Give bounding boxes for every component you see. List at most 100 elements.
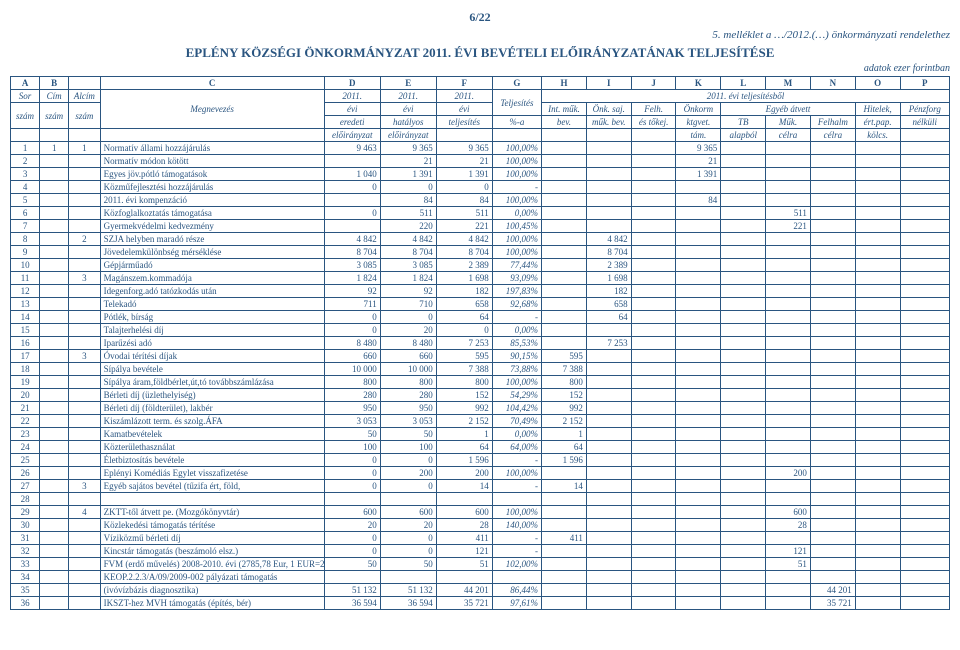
table-row: 30Közlekedési támogatás térítése20202814…: [11, 519, 950, 532]
hdr-g1: Teljesítés: [492, 90, 541, 116]
hdr-e2: évi: [380, 103, 436, 116]
hdr-m2: célra: [766, 129, 811, 142]
table-row: 19Sípálya áram,földbérlet,út,tó továbbsz…: [11, 376, 950, 389]
col-letter: H: [542, 77, 587, 90]
hdr-n2: célra: [810, 129, 855, 142]
table-row: 52011. évi kompenzáció8484100,00%84: [11, 194, 950, 207]
col-letter: O: [855, 77, 900, 90]
column-letter-row: A B C D E F G H I J K L M N O P: [11, 77, 950, 90]
hdr-k3: tám.: [676, 129, 721, 142]
header-row-1: Sor Cím Alcím Megnevezés 2011. 2011. 201…: [11, 90, 950, 103]
budget-table: A B C D E F G H I J K L M N O P Sor Cím …: [10, 76, 950, 610]
hdr-h1: Int. műk.: [542, 103, 587, 116]
hdr-d2: évi: [324, 103, 380, 116]
table-row: 32Kincstár támogatás (beszámoló elsz.)00…: [11, 545, 950, 558]
col-letter: E: [380, 77, 436, 90]
hdr-l2: alapból: [721, 129, 766, 142]
hdr-p1: Pénzforg: [900, 103, 949, 116]
hdr-p2: nélküli: [900, 116, 949, 129]
table-row: 4Közműfejlesztési hozzájárulás000-: [11, 181, 950, 194]
hdr-e3: hatályos: [380, 116, 436, 129]
hdr-alcim: Alcím: [69, 90, 100, 103]
hdr-szam: szám: [11, 103, 40, 129]
table-row: 33FVM (erdő művelés) 2008-2010. évi (278…: [11, 558, 950, 571]
hdr-o2: ért.pap.: [855, 116, 900, 129]
col-letter: B: [40, 77, 69, 90]
table-body: 111Normatív állami hozzájárulás9 4639 36…: [11, 142, 950, 610]
table-row: 9Jövedelemkülönbség mérséklése8 7048 704…: [11, 246, 950, 259]
table-row: 173Óvodai térítési díjak66066059590,15%5…: [11, 350, 950, 363]
col-letter: D: [324, 77, 380, 90]
table-row: 21Bérleti díj (földterület), lakbér95095…: [11, 402, 950, 415]
hdr-i1: Önk. saj.: [586, 103, 631, 116]
table-row: 20Bérleti díj (üzlethelyiség)28028015254…: [11, 389, 950, 402]
table-row: 14Pótlék, bírság0064-64: [11, 311, 950, 324]
col-letter: G: [492, 77, 541, 90]
hdr-szam: szám: [69, 103, 100, 129]
col-letter: F: [436, 77, 492, 90]
hdr-sor: Sor: [11, 90, 40, 103]
hdr-egyeb: Egyéb átvett: [721, 103, 855, 116]
table-row: 16Iparűzési adó8 4808 4807 25385,53%7 25…: [11, 337, 950, 350]
table-row: 24Közterülethasználat1001006464,00%64: [11, 441, 950, 454]
table-row: 6Közfoglalkoztatás támogatása05115110,00…: [11, 207, 950, 220]
table-row: 273Egyéb sajátos bevétel (tűzifa ért, fö…: [11, 480, 950, 493]
col-letter: P: [900, 77, 949, 90]
hdr-d1: 2011.: [324, 90, 380, 103]
table-row: 28: [11, 493, 950, 506]
table-row: 3Egyes jöv.pótló támogatások1 0401 3911 …: [11, 168, 950, 181]
hdr-d4: előirányzat: [324, 129, 380, 142]
table-row: 15Talajterhelési díj02000,00%: [11, 324, 950, 337]
table-row: 18Sípálya bevétele10 00010 0007 38873,88…: [11, 363, 950, 376]
hdr-n1: Felhalm: [810, 116, 855, 129]
col-letter: I: [586, 77, 631, 90]
table-row: 23Kamatbevételek505010,00%1: [11, 428, 950, 441]
hdr-d3: eredeti: [324, 116, 380, 129]
table-row: 31Víziközmű bérleti díj00411-411: [11, 532, 950, 545]
hdr-m1: Műk.: [766, 116, 811, 129]
table-row: 25Életbiztosítás bevétele001 596-1 596: [11, 454, 950, 467]
hdr-e1: 2011.: [380, 90, 436, 103]
table-row: 7Gyermekvédelmi kedvezmény220221100,45%2…: [11, 220, 950, 233]
table-row: 22Kiszámlázott term. és szolg.ÁFA3 0533 …: [11, 415, 950, 428]
col-letter: C: [100, 77, 324, 90]
table-row: 26Eplényi Komédiás Egylet visszafizetése…: [11, 467, 950, 480]
hdr-k2: ktgvet.: [676, 116, 721, 129]
hdr-i2: műk. bev.: [586, 116, 631, 129]
table-row: 12Idegenforg.adó tatózkodás után92921821…: [11, 285, 950, 298]
hdr-j2: és tőkej.: [631, 116, 676, 129]
hdr-o1: Hitelek,: [855, 103, 900, 116]
header-row-4: előirányzat előirányzat tám. alapból cél…: [11, 129, 950, 142]
col-letter: A: [11, 77, 40, 90]
table-row: 294ZKTT-től átvett pe. (Mozgókönyvtár)60…: [11, 506, 950, 519]
hdr-telj2011: 2011. évi teljesítésből: [542, 90, 950, 103]
attachment-reference: 5. melléklet a …/2012.(…) önkormányzati …: [10, 29, 950, 41]
table-row: 35(ivóvízbázis diagnosztika)51 13251 132…: [11, 584, 950, 597]
col-letter: L: [721, 77, 766, 90]
table-row: 10Gépjárműadó3 0853 0852 38977,44%2 389: [11, 259, 950, 272]
hdr-f3: teljesítés: [436, 116, 492, 129]
table-row: 13Telekadó71171065892,68%658: [11, 298, 950, 311]
table-row: 82SZJA helyben maradó része4 8424 8424 8…: [11, 233, 950, 246]
hdr-h2: bev.: [542, 116, 587, 129]
col-letter: N: [810, 77, 855, 90]
col-letter: J: [631, 77, 676, 90]
table-row: 2Normatív módon kötött2121100,00%21: [11, 155, 950, 168]
hdr-cim: Cím: [40, 90, 69, 103]
hdr-l1: TB: [721, 116, 766, 129]
hdr-k1: Önkorm: [676, 103, 721, 116]
unit-label: adatok ezer forintban: [10, 63, 950, 74]
hdr-e4: előirányzat: [380, 129, 436, 142]
col-letter: K: [676, 77, 721, 90]
hdr-f2: évi: [436, 103, 492, 116]
page-number: 6/22: [10, 10, 950, 25]
table-row: 36IKSZT-hez MVH támogatás (építés, bér)3…: [11, 597, 950, 610]
table-row: 34KEOP.2.2.3/A/09/2009-002 pályázati tám…: [11, 571, 950, 584]
hdr-szam: szám: [40, 103, 69, 129]
hdr-megnevezes: Megnevezés: [100, 90, 324, 129]
col-letter: M: [766, 77, 811, 90]
hdr-g2: %-a: [492, 116, 541, 129]
hdr-o3: kölcs.: [855, 129, 900, 142]
table-row: 111Normatív állami hozzájárulás9 4639 36…: [11, 142, 950, 155]
col-letter: [69, 77, 100, 90]
